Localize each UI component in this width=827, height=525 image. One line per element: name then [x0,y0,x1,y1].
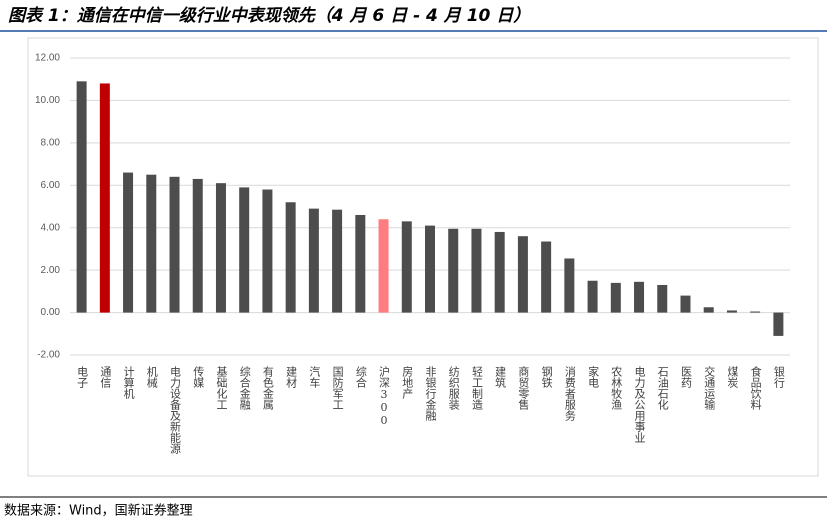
x-tick-label: 食品饮料 [749,365,762,411]
bar [146,174,157,313]
bar [703,307,714,313]
bar [657,284,668,313]
bar [378,219,389,313]
bar [471,228,482,313]
x-tick-label: 基础化工 [215,366,228,410]
bar [192,178,203,313]
x-tick-label: 交通运输 [703,365,716,411]
x-tick-label: 电力设备及新能源 [169,366,182,455]
bar [448,228,459,313]
y-tick-label: 8.00 [41,137,61,148]
x-tick-label: 有色金属 [261,365,274,411]
bar [332,209,343,313]
x-tick-label: 石油石化 [656,366,669,411]
x-tick-label: 汽车 [308,365,321,389]
x-tick-label: 煤炭 [726,366,739,389]
x-tick-label: 银行 [772,365,785,389]
x-tick-label: 纺织服装 [447,365,460,411]
x-tick-label: 非银行金融 [424,366,437,422]
x-tick-label: 综合 [354,365,367,388]
chart-frame [27,37,819,477]
bar [610,282,621,313]
bar [123,172,134,313]
x-tick-label: 电子 [76,366,89,388]
x-tick-label: 传媒 [192,366,205,389]
x-tick-label: 综合金融 [238,365,251,411]
x-tick-label: 商贸零售 [517,365,530,411]
bar [587,280,598,313]
source-note: 数据来源：Wind，国新证券整理 [4,503,193,519]
bar [215,183,226,313]
x-tick-label: 机械 [145,365,158,389]
x-tick-label: 国防军工 [331,366,344,410]
bar [773,312,784,336]
bar [494,231,505,313]
x-tick-label: 医药 [679,366,692,389]
bar [285,202,296,313]
y-tick-label: 4.00 [41,222,61,233]
bar [425,225,435,313]
x-tick-label: 农林牧渔 [610,365,623,411]
x-tick-label: 沪深300 [378,365,391,427]
x-tick-label: 通信 [99,366,112,389]
x-tick-label: 建筑 [494,365,507,388]
y-tick-label: 12.00 [35,53,60,64]
bar [76,81,87,313]
x-tick-label: 消费者服务 [563,365,576,421]
bar [308,208,319,313]
bar [401,221,412,313]
bar [564,258,575,313]
bar [99,83,110,313]
bar [262,189,273,313]
y-tick-label: 6.00 [41,180,61,191]
y-tick-label: -2.00 [37,350,60,361]
y-tick-label: 2.00 [41,265,61,276]
x-tick-label: 房地产 [401,366,414,400]
x-tick-label: 家电 [587,365,600,388]
bar [239,187,250,313]
y-tick-label: 0.00 [41,307,61,318]
bar [541,241,552,313]
bar [634,281,645,313]
bar [517,236,528,313]
bar [726,310,737,313]
x-tick-label: 电力及公用事业 [633,366,646,443]
x-tick-label: 建材 [285,365,298,388]
bar [355,214,366,313]
chart-title: 图表 1：通信在中信一级行业中表现领先（4 月 6 日 - 4 月 10 日） [8,6,530,26]
bar [169,176,180,313]
y-tick-label: 10.00 [35,95,60,106]
x-tick-label: 计算机 [122,366,135,399]
x-tick-label: 轻工制造 [470,365,483,410]
bar [750,311,761,313]
bar [680,295,691,313]
x-tick-label: 钢铁 [540,366,553,388]
